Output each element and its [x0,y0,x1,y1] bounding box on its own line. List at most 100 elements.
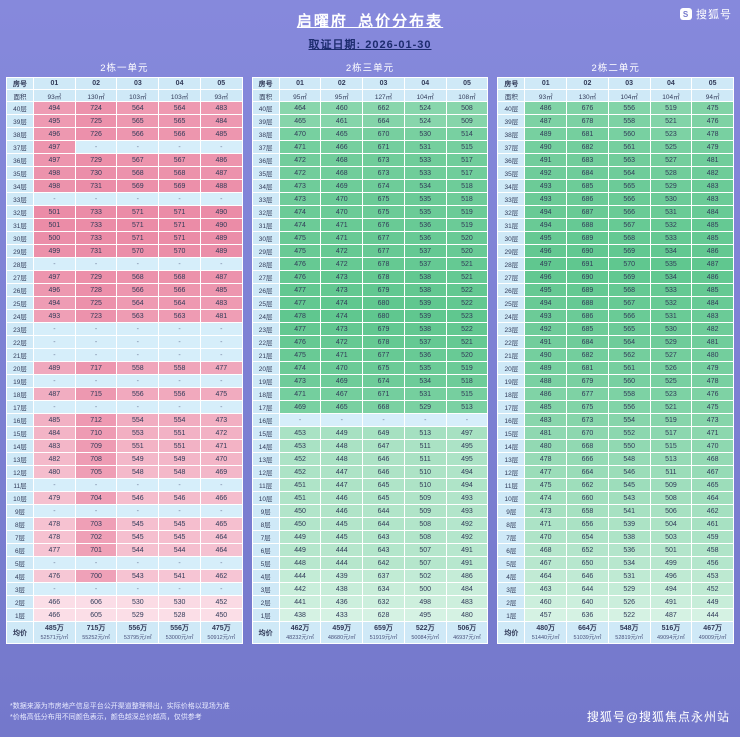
price-cell: 556 [116,387,160,401]
area-col-header: 104㎡ [607,89,651,102]
price-cell: 483 [33,439,76,453]
price-cell-empty: - [158,257,201,271]
price-cell: 494 [445,478,489,492]
area-col-header: 108㎡ [445,89,489,102]
price-cell: 546 [158,491,201,505]
price-cell: 495 [33,114,76,128]
price-cell: 671 [362,387,405,401]
price-cell: 523 [445,309,489,323]
avg-unit-price: 50084元/㎡ [411,634,440,641]
sohu-watermark-bottom: 搜狐号@搜狐焦点永州站 [586,710,730,724]
floor-label: 2层 [497,595,526,609]
floor-label: 34层 [497,179,526,193]
price-cell: 544 [116,543,160,557]
price-cell: 468 [320,153,364,167]
avg-cell: 475万 50912元/㎡ [199,621,243,644]
avg-total-price: 522万 [415,624,435,632]
avg-total-price: 516万 [661,624,681,632]
sohu-logo-icon: S [680,8,692,20]
price-cell-empty: - [445,413,489,427]
price-cell: 497 [33,140,76,154]
price-cell: 554 [116,413,160,427]
price-cell: 481 [691,153,735,167]
price-cell-empty: - [74,322,118,336]
floor-row: 29层 496 690 569 534 486 [497,244,735,258]
floor-row: 34层 498 731 569 569 488 [6,179,243,193]
price-cell: 678 [362,335,405,349]
price-cell: 677 [362,231,405,245]
price-cell: 472 [320,244,364,258]
page-title: 启曜府_总价分布表 [296,13,444,30]
floor-label: 13层 [497,452,526,466]
floor-label: 25层 [6,296,34,310]
floor-row: 36层 472 468 673 533 517 [251,153,489,167]
price-cell: 484 [445,582,489,596]
price-cell: 523 [649,127,693,141]
price-cell: 571 [158,231,201,245]
price-cell: 536 [403,231,447,245]
avg-cell: 506万 46937元/㎡ [445,621,489,644]
unit-table-2: 2栋三单元 房号 01 02 03 04 05 面积 95㎡ 95㎡ 127㎡ 104㎡ 108㎡ 40层… [251,58,489,644]
price-cell: 453 [278,426,322,440]
price-cell: 452 [691,582,735,596]
floor-label: 40层 [6,101,34,115]
price-cell: 466 [33,595,76,609]
price-cell: 686 [566,309,609,323]
price-cell: 485 [691,283,735,297]
avg-cell: 556万 53795元/㎡ [116,621,160,644]
floor-label: 4层 [6,569,34,583]
price-cell-empty: - [74,478,118,492]
price-cell: 469 [199,465,243,479]
price-cell-empty: - [116,335,160,349]
floor-row: 5层 467 650 534 499 456 [497,556,735,570]
floor-row: 3层 442 438 634 500 484 [251,582,489,596]
floor-label: 5层 [251,556,280,570]
floor-row: 28层 497 691 570 535 487 [497,257,735,271]
price-cell: 436 [320,595,364,609]
price-cell: 438 [278,608,322,622]
price-cell: 673 [362,166,405,180]
price-cell: 536 [607,543,651,557]
avg-total-price: 548万 [619,624,639,632]
floor-label: 19层 [6,374,34,388]
unit-header-row: 房号 01 02 03 04 05 [251,77,489,90]
price-cell: 568 [158,270,201,284]
floor-label: 27层 [251,270,280,284]
floor-row: 11层 475 662 545 509 465 [497,478,735,492]
price-cell: 551 [116,439,160,453]
price-cell: 646 [566,569,609,583]
price-cell: 531 [649,309,693,323]
price-cell: 564 [607,335,651,349]
floor-label: 22层 [251,335,280,349]
price-cell: 566 [607,309,651,323]
price-cell: 508 [403,517,447,531]
price-cell-empty: - [33,504,76,518]
floor-row: 12层 477 664 546 511 467 [497,465,735,479]
price-cell-empty: - [199,335,243,349]
price-cell: 679 [362,283,405,297]
price-cell: 494 [445,465,489,479]
price-cell: 519 [445,361,489,375]
price-cell-empty: - [199,504,243,518]
price-cell: 448 [320,452,364,466]
price-cell: 473 [524,504,568,518]
page-header: 启曜府_总价分布表 取证日期: 2026-01-30 [0,0,740,52]
price-cell: 450 [278,504,322,518]
unit-table-1: 2栋一单元 房号 01 02 03 04 05 面积 93㎡ 130㎡ 103㎡ 103㎡ 93㎡ 40层… [6,58,243,644]
price-cell: 474 [524,491,568,505]
price-cell: 677 [362,244,405,258]
price-cell-empty: - [320,413,364,427]
floor-label: 32层 [497,205,526,219]
price-cell: 525 [649,374,693,388]
price-cell: 465 [278,114,322,128]
avg-unit-price: 48232元/㎡ [286,634,314,641]
floor-label: 27层 [497,270,526,284]
average-row: 均价 485万 52571元/㎡ 715万 55252元/㎡ 556万 53795元/㎡ 55… [6,621,243,644]
price-cell: 501 [33,205,76,219]
price-cell: 509 [403,504,447,518]
floor-label: 21层 [6,348,34,362]
price-cell: 702 [74,530,118,544]
price-cell: 488 [199,179,243,193]
price-cell: 451 [278,491,322,505]
price-cell: 549 [116,452,160,466]
